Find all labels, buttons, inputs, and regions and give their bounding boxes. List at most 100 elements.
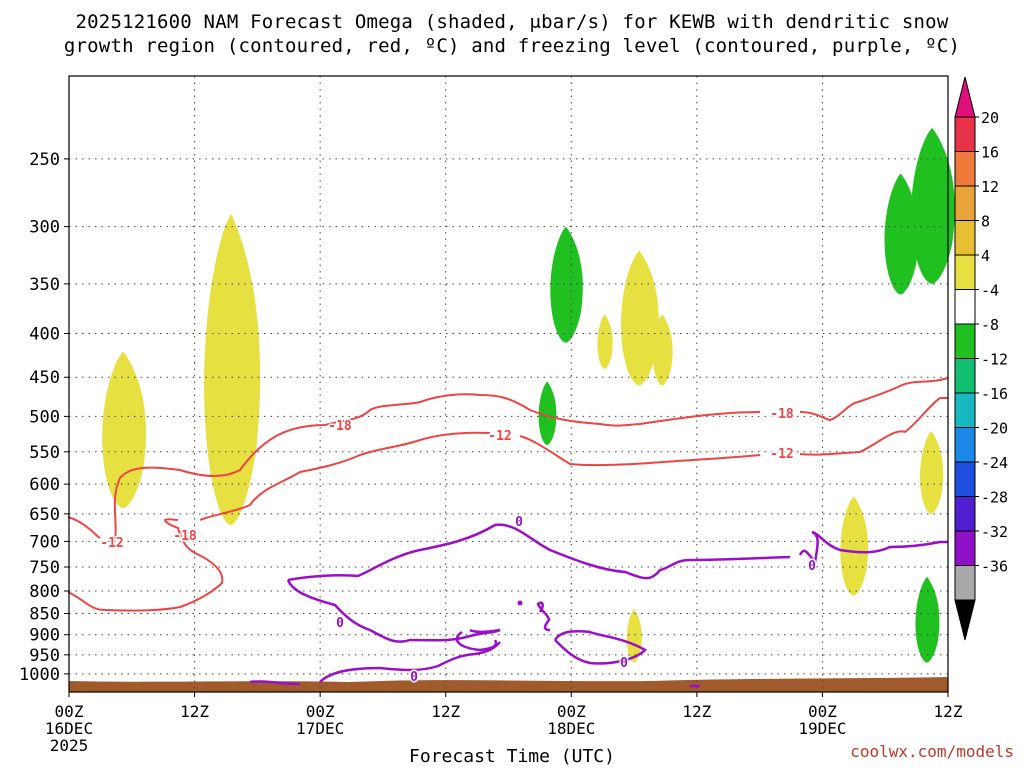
colorbar-tick-label: 4 bbox=[981, 247, 990, 265]
x-tick-label: 00Z bbox=[55, 702, 84, 721]
y-tick-label: 500 bbox=[29, 407, 60, 427]
freezing-contour-label: 0 bbox=[336, 616, 344, 631]
chart-title-line-2: growth region (contoured, red, ºC) and f… bbox=[63, 35, 961, 57]
x-tick-label: 18DEC bbox=[547, 719, 595, 738]
terrain-ground bbox=[69, 677, 948, 692]
omega-area-sinking bbox=[920, 430, 944, 514]
x-tick-label: 00Z bbox=[557, 702, 586, 721]
dendritic-contour-label: -12 bbox=[770, 447, 793, 462]
colorbar-swatch bbox=[954, 461, 976, 497]
omega-area-rising bbox=[884, 173, 919, 295]
chart-title-line-1: 2025121600 NAM Forecast Omega (shaded, μ… bbox=[75, 11, 949, 33]
y-tick-label: 800 bbox=[29, 582, 60, 602]
x-tick-label: 2025 bbox=[50, 736, 89, 755]
omega-area-sinking bbox=[204, 214, 261, 526]
dendritic-contour-label: -18 bbox=[328, 419, 352, 434]
colorbar-tick-label: -28 bbox=[981, 489, 1008, 507]
y-tick-label: 1000 bbox=[19, 665, 60, 685]
omega-area-sinking bbox=[652, 314, 673, 386]
contour-labels: -18 -12 -18 -12 -18 -12 0 0 0 0 0 bbox=[99, 406, 818, 687]
y-tick-label: 600 bbox=[29, 475, 60, 495]
y-tick-label: 700 bbox=[29, 532, 60, 552]
omega-area-rising bbox=[550, 226, 583, 343]
colorbar-tick-label: -36 bbox=[981, 558, 1008, 576]
freezing-contour-upper bbox=[286, 523, 948, 652]
colorbar-swatch bbox=[954, 254, 976, 290]
omega-area-sinking bbox=[840, 496, 869, 596]
dendritic-contour--12-lower bbox=[67, 397, 948, 612]
freezing-contour-label: 0 bbox=[410, 670, 418, 685]
y-tick-label: 900 bbox=[29, 626, 60, 646]
colorbar-tick-label: -24 bbox=[981, 454, 1008, 472]
dendritic-contour-label: -12 bbox=[100, 536, 123, 551]
y-tick-label: 750 bbox=[29, 558, 60, 578]
dendritic-contour-label: -18 bbox=[770, 407, 794, 422]
axis-layer: 2503003504004505005506006507007508008509… bbox=[19, 75, 963, 755]
colorbar-swatch bbox=[954, 427, 976, 463]
omega-area-sinking bbox=[102, 351, 147, 509]
colorbar-swatch bbox=[954, 565, 976, 601]
freezing-contour-lower bbox=[249, 601, 700, 688]
omega-area-rising bbox=[538, 381, 557, 445]
y-tick-label: 250 bbox=[29, 150, 60, 170]
colorbar-swatch bbox=[954, 185, 976, 221]
colorbar-bottom-arrow bbox=[954, 599, 976, 641]
omega-area-rising bbox=[915, 576, 940, 663]
omega-area-sinking bbox=[621, 250, 659, 386]
colorbar-tick-label: 16 bbox=[981, 144, 999, 162]
colorbar-tick-label: -12 bbox=[981, 351, 1008, 369]
x-tick-label: 00Z bbox=[306, 702, 335, 721]
y-tick-label: 650 bbox=[29, 505, 60, 525]
y-tick-label: 400 bbox=[29, 324, 60, 344]
y-tick-label: 850 bbox=[29, 605, 60, 625]
y-tick-label: 300 bbox=[29, 218, 60, 238]
x-axis-label: Forecast Time (UTC) bbox=[409, 746, 615, 767]
freezing-contour-label: 0 bbox=[515, 515, 523, 530]
omega-area-sinking bbox=[597, 314, 613, 369]
freezing-contour-dot bbox=[517, 600, 523, 606]
colorbar-top-arrow bbox=[954, 76, 976, 118]
omega-area-rising bbox=[911, 127, 955, 284]
y-tick-label: 550 bbox=[29, 443, 60, 463]
contour-layer bbox=[67, 377, 949, 688]
dendritic-contour-label: -18 bbox=[173, 529, 197, 544]
colorbar-tick-label: 12 bbox=[981, 178, 999, 196]
dendritic-contour--18-upper bbox=[67, 377, 949, 541]
y-tick-label: 950 bbox=[29, 646, 60, 666]
freezing-contour-label: 0 bbox=[620, 656, 628, 671]
colorbar-swatch bbox=[954, 220, 976, 256]
y-tick-label: 350 bbox=[29, 275, 60, 295]
colorbar-swatch bbox=[954, 392, 976, 428]
x-tick-label: 17DEC bbox=[296, 719, 344, 738]
colorbar-swatch bbox=[954, 358, 976, 394]
x-tick-label: 12Z bbox=[682, 702, 711, 721]
colorbar-tick-label: -32 bbox=[981, 523, 1008, 541]
x-tick-label: 19DEC bbox=[798, 719, 846, 738]
omega-shading-layer bbox=[102, 127, 955, 663]
colorbar: 20 16 12 8 4 -4 -8 -12 -16 -20 -24 -28 -32 -36 bbox=[954, 76, 1008, 641]
colorbar-tick-label: -20 bbox=[981, 420, 1008, 438]
colorbar-swatch bbox=[954, 116, 976, 152]
freezing-contour-label: 0 bbox=[808, 559, 816, 574]
colorbar-swatch bbox=[954, 151, 976, 187]
x-tick-label: 16DEC bbox=[45, 719, 93, 738]
dendritic-contour-label: -12 bbox=[488, 429, 511, 444]
colorbar-swatch bbox=[954, 323, 976, 359]
x-tick-label: 12Z bbox=[180, 702, 209, 721]
x-tick-label: 00Z bbox=[808, 702, 837, 721]
colorbar-swatch bbox=[954, 496, 976, 532]
colorbar-tick-label: -16 bbox=[981, 385, 1008, 403]
x-tick-label: 12Z bbox=[934, 702, 963, 721]
colorbar-tick-label: 20 bbox=[981, 109, 999, 127]
colorbar-swatch bbox=[954, 530, 976, 566]
x-tick-label: 12Z bbox=[431, 702, 460, 721]
y-tick-label: 450 bbox=[29, 368, 60, 388]
colorbar-tick-label: -4 bbox=[981, 282, 999, 300]
colorbar-tick-label: 8 bbox=[981, 213, 990, 231]
plot-frame bbox=[68, 75, 949, 693]
grid-layer bbox=[68, 76, 949, 692]
omega-area-sinking bbox=[626, 609, 642, 663]
credit-text: coolwx.com/models bbox=[850, 742, 1014, 761]
colorbar-swatch bbox=[954, 289, 976, 325]
